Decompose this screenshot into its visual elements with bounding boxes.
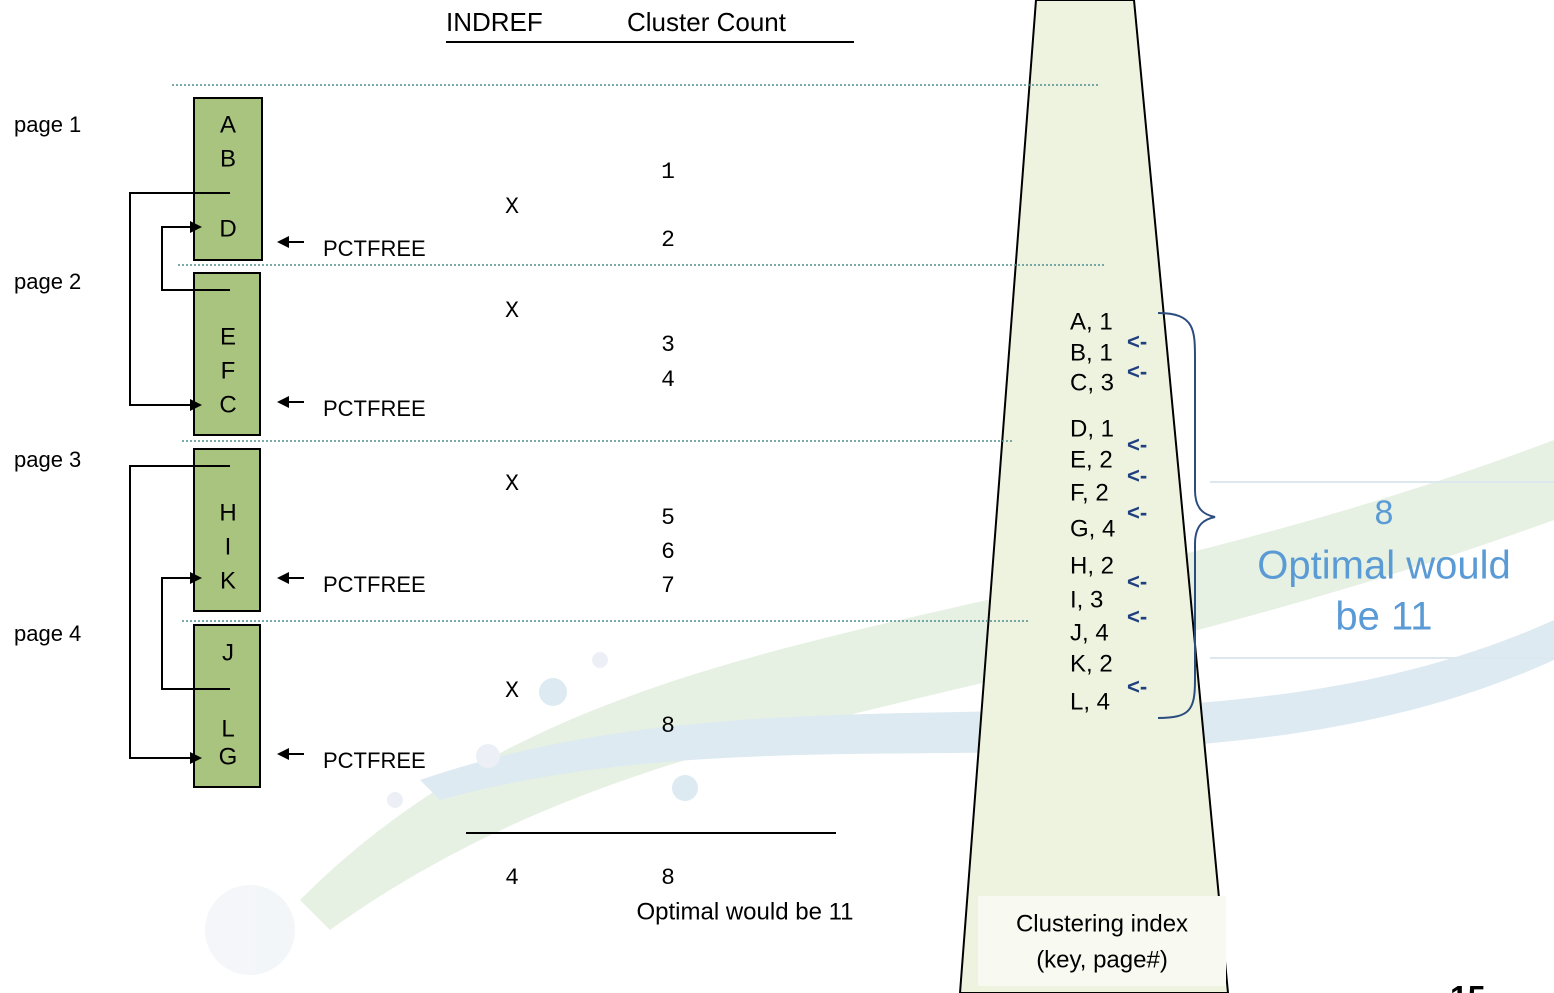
callout-text: be 11 (1335, 595, 1432, 639)
pctfree-arrowhead (277, 396, 289, 408)
page-row: B (220, 145, 236, 172)
index-entry: K, 2 (1070, 650, 1113, 677)
page-label: page 1 (14, 112, 81, 137)
brace (1157, 312, 1216, 719)
heading: INDREF (446, 7, 543, 37)
index-entry: C, 3 (1070, 369, 1114, 396)
indref-mark: X (505, 194, 519, 220)
cluster-count: 4 (661, 367, 675, 393)
index-caption: (key, page#) (1036, 946, 1168, 973)
page-label: page 2 (14, 269, 81, 294)
cluster-count: 8 (661, 713, 675, 739)
index-entry: F, 2 (1070, 479, 1109, 506)
index-arrow: <- (1127, 329, 1147, 354)
index-entry: E, 2 (1070, 446, 1113, 473)
index-arrow: <- (1127, 569, 1147, 594)
pctfree-arrowhead (277, 748, 289, 760)
index-arrow: <- (1127, 463, 1147, 488)
page-row: G (219, 743, 238, 770)
index-entry: A, 1 (1070, 308, 1113, 335)
dotted-separators (172, 84, 1104, 622)
index-arrow: <- (1127, 500, 1147, 525)
cluster-count: 5 (661, 505, 675, 531)
page-number: 15 (1450, 979, 1486, 993)
page-row: A (220, 111, 236, 138)
page-row: I (225, 533, 232, 560)
pctfree-label: PCTFREE (323, 572, 426, 597)
indref-mark: X (505, 678, 519, 704)
cluster-count: 2 (661, 227, 675, 253)
index-entry: L, 4 (1070, 688, 1110, 715)
page-row: K (220, 567, 236, 594)
pctfree-arrowhead (277, 572, 289, 584)
index-arrow: <- (1127, 359, 1147, 384)
caption-box (978, 896, 1226, 986)
page-label: page 4 (14, 621, 81, 646)
page-row: H (219, 499, 236, 526)
indref-mark: X (505, 298, 519, 324)
total-indref: 4 (505, 865, 519, 891)
page-row: J (222, 639, 234, 666)
cluster-count: 1 (661, 159, 675, 185)
page-row: E (220, 323, 236, 350)
callout-text: Optimal would (1257, 544, 1510, 588)
index-entry: D, 1 (1070, 415, 1114, 442)
page-label: page 3 (14, 447, 81, 472)
pctfree-label: PCTFREE (323, 236, 426, 261)
pctfree-arrowhead (277, 236, 289, 248)
index-arrow: <- (1127, 674, 1147, 699)
overflow-connectors (129, 192, 200, 759)
page-row: C (219, 391, 236, 418)
page-row: L (221, 715, 234, 742)
index-arrow: <- (1127, 604, 1147, 629)
index-entry: I, 3 (1070, 586, 1103, 613)
cluster-count: 7 (661, 573, 675, 599)
cluster-count: 6 (661, 539, 675, 565)
pctfree-label: PCTFREE (323, 396, 426, 421)
row-dividers (200, 192, 230, 690)
index-arrow: <- (1127, 432, 1147, 457)
cluster-count: 3 (661, 332, 675, 358)
index-caption: Clustering index (1016, 910, 1188, 937)
callout-value: 8 (1375, 494, 1394, 532)
background (205, 440, 1554, 975)
total-cluster-count: 8 (661, 865, 675, 891)
page-boxes (193, 97, 263, 788)
index-trapezoid (958, 0, 1230, 993)
pctfree-label: PCTFREE (323, 748, 426, 773)
optimal-note: Optimal would be 11 (636, 898, 853, 925)
heading: Cluster Count (627, 7, 787, 37)
page-row: F (221, 357, 236, 384)
indref-mark: X (505, 471, 519, 497)
index-entry: J, 4 (1070, 619, 1109, 646)
page-row: D (219, 215, 236, 242)
index-entry: H, 2 (1070, 552, 1114, 579)
index-entry: G, 4 (1070, 515, 1115, 542)
index-entry: B, 1 (1070, 339, 1113, 366)
connector-heads (190, 221, 202, 764)
